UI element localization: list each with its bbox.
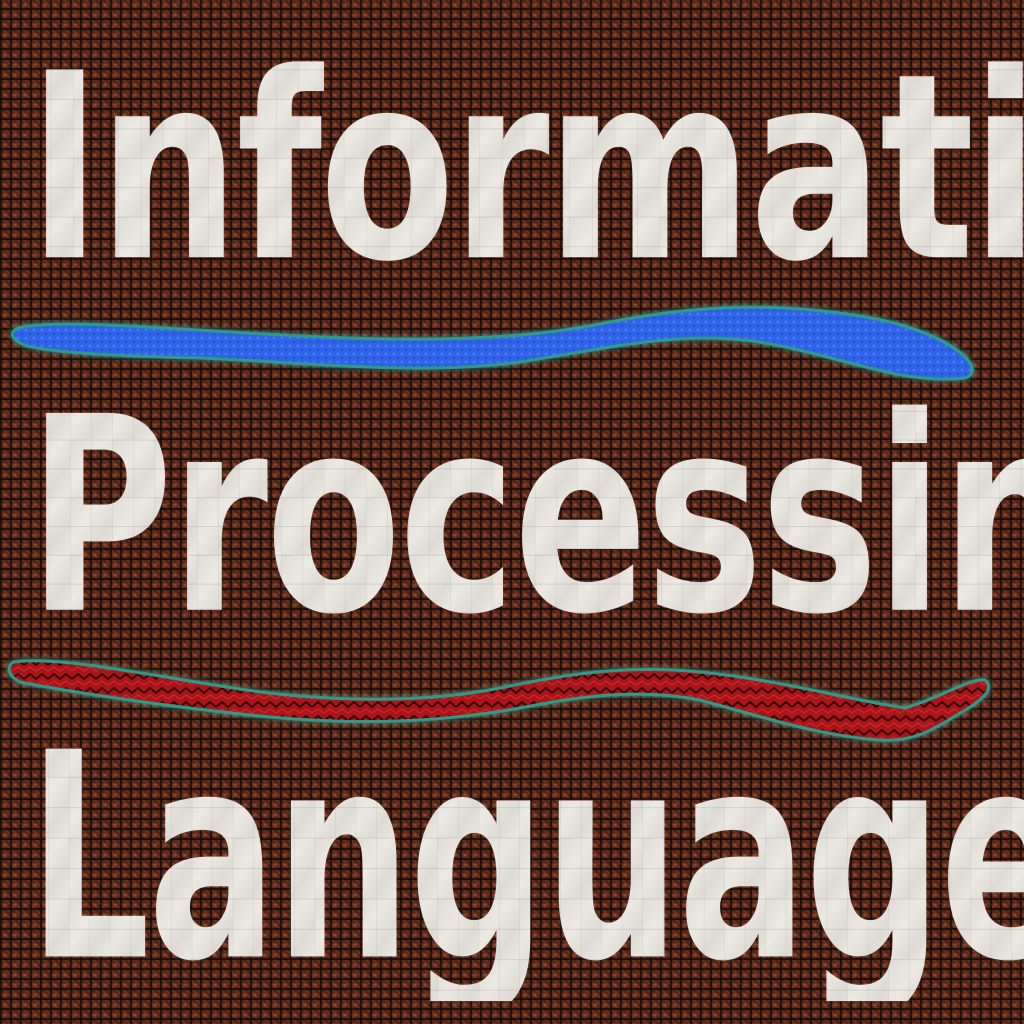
word-processing: Processing [28,382,1024,652]
red-stroke [7,659,990,742]
word-language: Language [28,716,1024,1001]
blue-stroke [11,305,974,381]
word-information: Information [28,40,1024,298]
